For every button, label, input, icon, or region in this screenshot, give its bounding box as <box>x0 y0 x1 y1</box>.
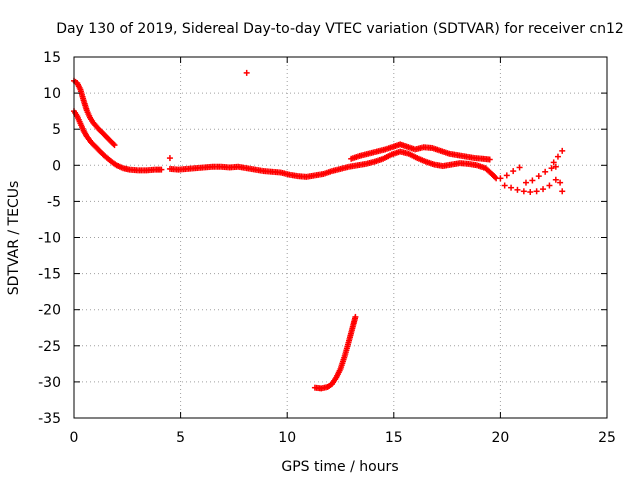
data-point <box>158 166 165 173</box>
data-point <box>352 313 359 320</box>
series-steep-arc <box>311 313 359 392</box>
x-tick-label: 10 <box>278 430 296 446</box>
x-tick-label: 15 <box>385 430 403 446</box>
data-point <box>548 165 555 172</box>
data-point <box>516 164 523 171</box>
series-baseline <box>166 148 500 182</box>
data-point <box>166 155 173 162</box>
y-tick-label: 15 <box>43 50 61 66</box>
data-point <box>559 147 566 154</box>
data-point <box>503 172 510 179</box>
data-point <box>514 186 521 193</box>
y-tick-label: -20 <box>38 303 61 319</box>
data-point <box>522 179 529 186</box>
data-point <box>497 175 504 182</box>
y-axis-label: SDTVAR / TECUs <box>6 181 22 296</box>
data-point <box>550 159 557 166</box>
data-point <box>529 177 536 184</box>
y-tick-label: 0 <box>52 158 61 174</box>
data-point <box>508 184 515 191</box>
chart-title: Day 130 of 2019, Sidereal Day-to-day VTE… <box>56 21 624 37</box>
data-point <box>520 188 527 195</box>
x-tick-label: 25 <box>598 430 616 446</box>
x-tick-label: 20 <box>491 430 509 446</box>
data-point <box>540 186 547 193</box>
y-tick-label: -25 <box>38 339 61 355</box>
y-tick-label: -5 <box>47 194 61 210</box>
series-isolated <box>166 69 250 162</box>
data-point <box>552 176 559 183</box>
x-tick-label: 5 <box>176 430 185 446</box>
data-point-fill <box>110 141 117 148</box>
data-point <box>554 153 561 160</box>
data-point <box>546 182 553 189</box>
x-tick-label: 0 <box>70 430 79 446</box>
data-point <box>486 156 493 163</box>
y-tick-label: 5 <box>52 122 61 138</box>
data-points <box>71 69 566 392</box>
data-point <box>559 188 566 195</box>
y-tick-label: -35 <box>38 411 61 427</box>
y-tick-label: -15 <box>38 267 61 283</box>
data-point <box>501 182 508 189</box>
y-tick-label: 10 <box>43 86 61 102</box>
tick-labels: 0 5 10 15 20 25 15 10 5 0 -5 -10 -15 -20 -25 -30 -35 <box>38 50 616 446</box>
series-mid-upper-arc <box>348 141 493 163</box>
data-point <box>542 168 549 175</box>
series-late-segments <box>497 147 566 196</box>
data-point <box>552 163 559 170</box>
data-point <box>527 189 534 196</box>
data-point <box>557 179 564 186</box>
data-point <box>535 173 542 180</box>
data-point-fill <box>492 174 499 181</box>
grid <box>74 57 607 418</box>
data-point <box>243 69 250 76</box>
data-point <box>533 188 540 195</box>
y-tick-label: -30 <box>38 375 61 391</box>
data-point <box>111 142 118 149</box>
data-point <box>510 168 517 175</box>
series-lower-arc-early <box>71 108 165 174</box>
y-tick-label: -10 <box>38 231 61 247</box>
x-axis-label: GPS time / hours <box>281 459 398 475</box>
axis-ticks <box>73 56 608 419</box>
